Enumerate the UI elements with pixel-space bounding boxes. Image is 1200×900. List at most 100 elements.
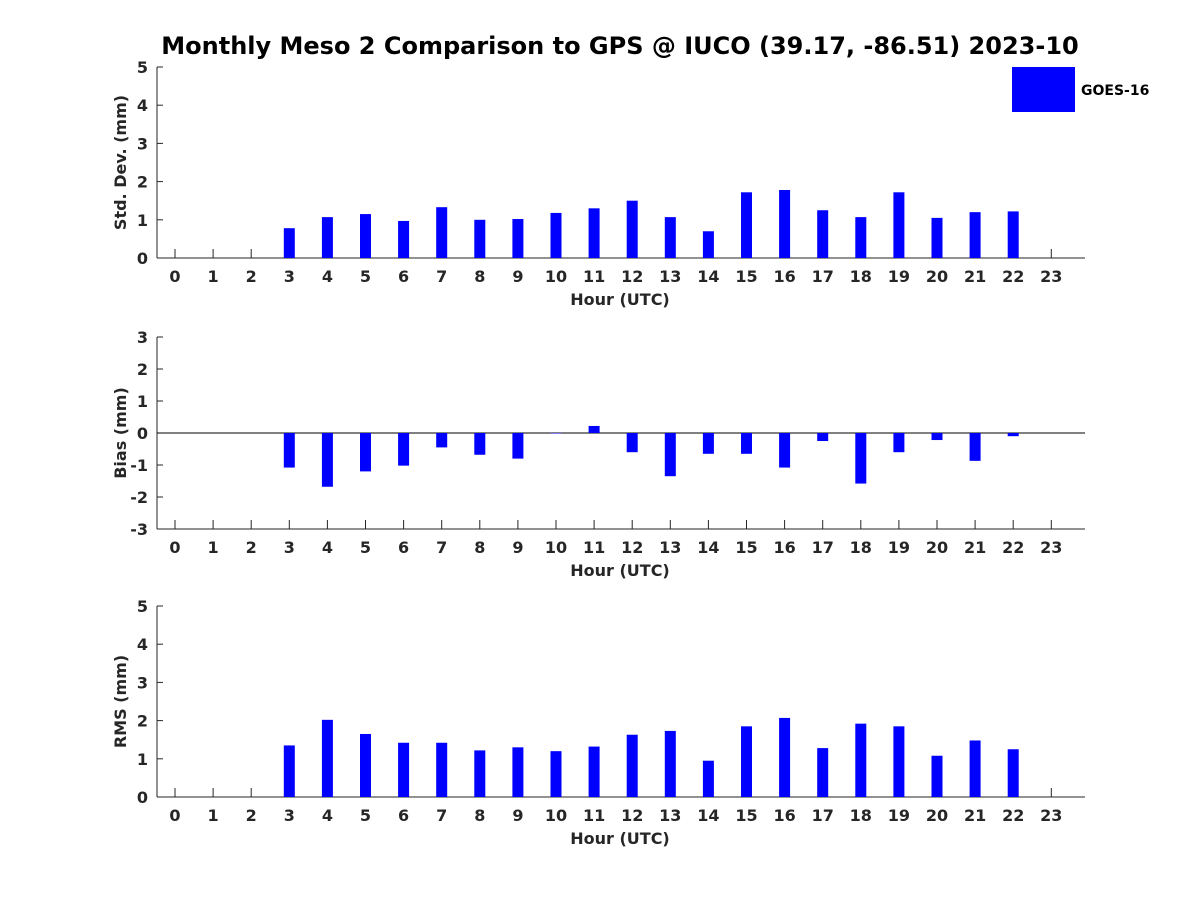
std-dev-xtick-label: 0 xyxy=(169,267,180,286)
bias-xtick-label: 13 xyxy=(659,538,681,557)
std-dev-bar xyxy=(1007,211,1019,258)
std-dev-xtick-label: 10 xyxy=(545,267,567,286)
std-dev-xtick-label: 12 xyxy=(621,267,643,286)
bias-bar xyxy=(360,433,371,472)
std-dev-ytick-label: 2 xyxy=(137,173,148,192)
rms-xtick-label: 1 xyxy=(208,806,219,825)
bias-bar xyxy=(1007,433,1019,437)
rms-x-axis-label: Hour (UTC) xyxy=(570,829,670,848)
bias-xtick-label: 3 xyxy=(284,538,295,557)
std-dev-bar xyxy=(436,207,448,258)
std-dev-xtick-label: 23 xyxy=(1040,267,1062,286)
bias-xtick-label: 2 xyxy=(246,538,257,557)
rms-bar xyxy=(474,750,486,797)
rms-xtick-label: 17 xyxy=(812,806,834,825)
bias-xtick-label: 20 xyxy=(926,538,948,557)
bias-bar xyxy=(283,433,295,468)
std-dev-xtick-label: 11 xyxy=(583,267,605,286)
std-dev-bar xyxy=(398,220,410,258)
std-dev-xtick-label: 21 xyxy=(964,267,986,286)
rms-bar xyxy=(702,760,714,797)
bias-ytick-label: -3 xyxy=(130,520,148,539)
rms-xtick-label: 8 xyxy=(474,806,485,825)
rms-bar xyxy=(931,755,943,797)
bias-xtick-label: 23 xyxy=(1040,538,1062,557)
bias-bar xyxy=(931,433,943,441)
std-dev-xtick-label: 17 xyxy=(812,267,834,286)
rms-bar xyxy=(855,723,867,797)
bias-xtick-label: 10 xyxy=(545,538,567,557)
rms-bar xyxy=(398,742,410,797)
bias-y-axis-label: Bias (mm) xyxy=(111,387,130,479)
bias-xtick-label: 17 xyxy=(812,538,834,557)
rms-xtick-label: 20 xyxy=(926,806,948,825)
std-dev-ytick-label: 5 xyxy=(137,58,148,77)
bias-xtick-label: 16 xyxy=(773,538,795,557)
rms-xtick-label: 10 xyxy=(545,806,567,825)
std-dev-xtick-label: 22 xyxy=(1002,267,1024,286)
rms-xtick-label: 13 xyxy=(659,806,681,825)
rms-ytick-label: 0 xyxy=(137,788,148,807)
std-dev-bar xyxy=(969,212,981,258)
bias-xtick-label: 8 xyxy=(474,538,485,557)
rms-xtick-label: 0 xyxy=(169,806,180,825)
bias-xtick-label: 0 xyxy=(169,538,180,557)
std-dev-bar xyxy=(779,190,791,258)
bias-bar xyxy=(969,433,981,461)
rms-xtick-label: 14 xyxy=(697,806,719,825)
bias-ytick-label: 3 xyxy=(137,328,148,347)
std-dev-bar xyxy=(817,210,829,258)
rms-xtick-label: 23 xyxy=(1040,806,1062,825)
std-dev-xtick-label: 16 xyxy=(773,267,795,286)
std-dev-bar xyxy=(855,217,867,258)
bias-ytick-label: -2 xyxy=(130,488,148,507)
std-dev-xtick-label: 3 xyxy=(284,267,295,286)
rms-bar xyxy=(360,733,371,797)
bias-bar xyxy=(817,433,829,441)
bias-ytick-label: -1 xyxy=(130,456,148,475)
bias-xtick-label: 7 xyxy=(436,538,447,557)
std-dev-xtick-label: 18 xyxy=(850,267,872,286)
rms-xtick-label: 7 xyxy=(436,806,447,825)
bias-xtick-label: 21 xyxy=(964,538,986,557)
std-dev-bar xyxy=(283,228,295,258)
rms-bar xyxy=(817,748,829,797)
bias-ytick-label: 1 xyxy=(137,392,148,411)
rms-xtick-label: 19 xyxy=(888,806,910,825)
rms-bar xyxy=(283,745,295,797)
bias-bar xyxy=(741,433,752,454)
rms-bar xyxy=(1007,749,1019,797)
rms-xtick-label: 3 xyxy=(284,806,295,825)
bias-bar xyxy=(626,433,638,453)
rms-xtick-label: 11 xyxy=(583,806,605,825)
std-dev-bar xyxy=(474,219,486,258)
std-dev-xtick-label: 13 xyxy=(659,267,681,286)
rms-bar xyxy=(969,740,981,797)
rms-xtick-label: 2 xyxy=(246,806,257,825)
std-dev-bar xyxy=(741,192,752,258)
bias-bar xyxy=(436,433,448,448)
rms-xtick-label: 4 xyxy=(322,806,333,825)
rms-xtick-label: 6 xyxy=(398,806,409,825)
bias-bar xyxy=(855,433,867,484)
rms-bar xyxy=(321,719,333,797)
rms-bar xyxy=(779,717,791,797)
legend-label: GOES-16 xyxy=(1081,83,1149,99)
std-dev-xtick-label: 9 xyxy=(512,267,523,286)
std-dev-bar xyxy=(931,217,943,258)
bias-xtick-label: 1 xyxy=(208,538,219,557)
std-dev-bar xyxy=(588,208,600,258)
bias-bar xyxy=(550,433,562,434)
rms-xtick-label: 22 xyxy=(1002,806,1024,825)
std-dev-ytick-label: 0 xyxy=(137,249,148,268)
std-dev-bar xyxy=(893,192,905,258)
rms-xtick-label: 12 xyxy=(621,806,643,825)
bias-bar xyxy=(512,433,524,459)
std-dev-ytick-label: 3 xyxy=(137,134,148,153)
std-dev-bar xyxy=(664,217,676,258)
bias-bar xyxy=(664,433,676,477)
std-dev-bar xyxy=(626,200,638,258)
